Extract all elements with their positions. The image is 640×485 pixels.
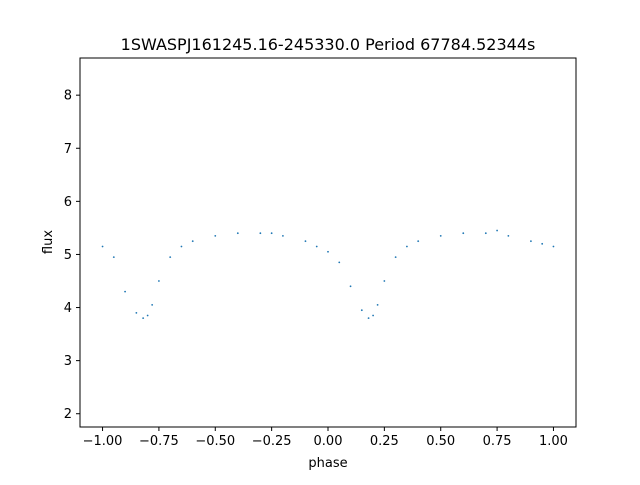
data-point [372,314,374,317]
data-point [282,234,284,237]
data-point [158,280,160,282]
data-point [552,245,555,248]
data-point [315,245,318,248]
x-tick-label: 0.25 [370,434,399,449]
plot-area-background [80,58,576,427]
y-axis-label: flux [41,230,56,254]
data-point [338,261,341,264]
data-point [507,234,510,237]
data-point [304,240,307,243]
data-point [376,303,379,306]
x-tick-label: −0.25 [252,434,292,449]
data-point [142,317,145,320]
data-point [383,280,386,282]
x-tick-label: −0.75 [139,434,179,449]
data-point [151,303,154,306]
data-point [180,245,183,248]
data-point [349,285,352,288]
y-tick-label: 3 [64,354,72,369]
data-point [360,309,363,312]
data-point [214,234,217,237]
data-point [367,317,370,320]
data-point [236,232,239,235]
y-tick-label: 6 [64,195,72,210]
x-tick-label: 0.00 [314,434,343,449]
data-point [112,256,115,258]
data-point [259,232,262,235]
data-point [496,229,498,232]
data-point [530,240,532,243]
x-tick-label: 1.00 [539,434,568,449]
data-point [541,242,544,245]
data-point [394,256,397,258]
data-point [327,250,329,253]
data-point [135,311,138,314]
y-tick-label: 7 [64,142,72,157]
data-point [169,256,172,258]
x-axis-ticks: −1.00 −0.75 −0.50 −0.25 0.00 0.25 0.50 0.75 1.00 [83,427,568,449]
y-tick-label: 8 [64,89,72,104]
data-point [191,240,194,243]
chart-title: 1SWASPJ161245.16-245330.0 Period 67784.5… [121,35,536,54]
data-point [124,290,126,293]
x-axis-label: phase [308,456,347,471]
data-point [417,240,420,243]
x-tick-label: 0.50 [426,434,455,449]
data-point [406,245,408,248]
data-point [484,232,487,235]
y-tick-label: 5 [64,248,72,263]
x-tick-label: −0.50 [195,434,235,449]
x-tick-label: −1.00 [83,434,123,449]
y-tick-label: 2 [64,407,72,422]
y-axis-ticks: 2 3 4 5 6 7 8 [64,89,80,422]
data-point [462,232,465,235]
scatter-points [101,229,555,320]
x-tick-label: 0.75 [483,434,512,449]
y-tick-label: 4 [64,301,72,316]
data-point [101,245,104,248]
data-point [270,232,273,235]
data-point [439,234,442,237]
data-point [146,314,149,317]
